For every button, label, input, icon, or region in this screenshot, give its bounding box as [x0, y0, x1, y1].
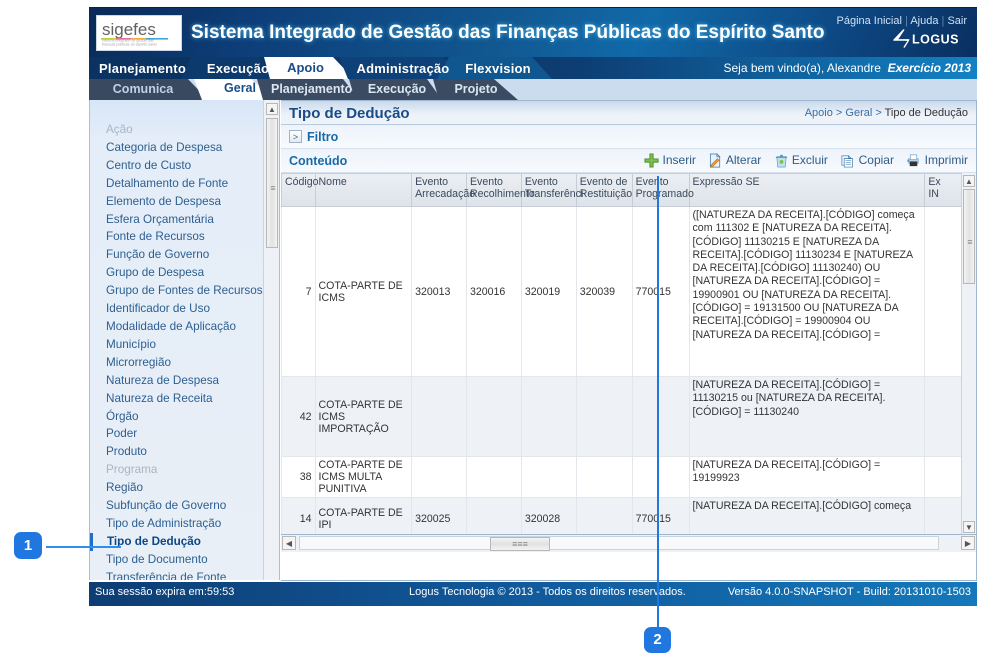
svg-text:sigefes: sigefes	[102, 20, 156, 39]
svg-text:finanças públicas do espírito: finanças públicas do espírito santo	[102, 42, 157, 46]
svg-text:LOGUS: LOGUS	[912, 33, 959, 47]
